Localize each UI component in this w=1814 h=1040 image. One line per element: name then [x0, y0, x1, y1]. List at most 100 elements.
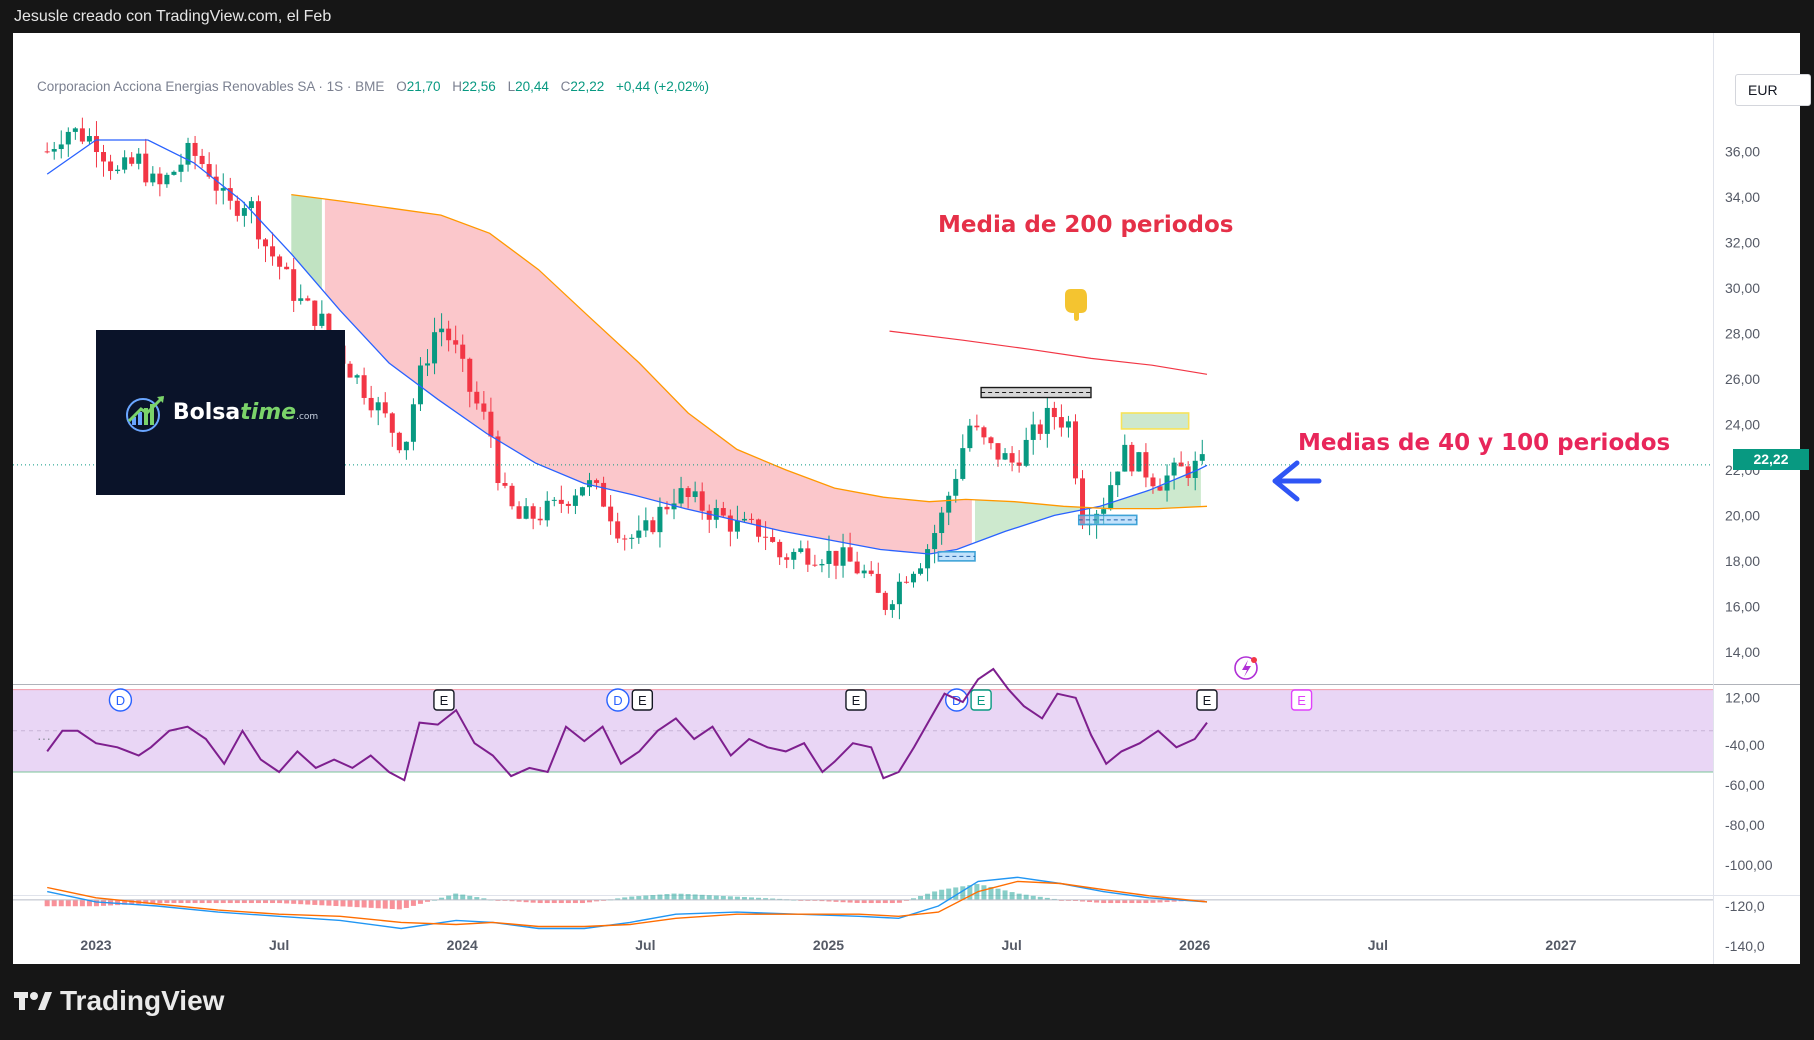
- macd-histogram-bar: [748, 897, 754, 900]
- macd-histogram-bar: [1136, 899, 1142, 904]
- macd-histogram-bar: [678, 893, 684, 900]
- low-value: 20,44: [515, 79, 549, 94]
- candle-up: [925, 549, 931, 569]
- candle-up: [636, 530, 642, 538]
- candle-up: [319, 313, 325, 326]
- price-axis-tick: 12,00: [1725, 689, 1760, 705]
- candle-up: [86, 136, 92, 142]
- macd-histogram-bar: [199, 899, 205, 904]
- candle-up: [629, 537, 635, 539]
- macd-histogram-bar: [840, 899, 846, 903]
- macd-histogram-bar: [1044, 897, 1050, 900]
- candle-down: [453, 340, 459, 345]
- indicator-axis-tick: -40,00: [1725, 737, 1765, 753]
- macd-histogram-bar: [910, 898, 916, 900]
- macd-histogram-bar: [1087, 899, 1093, 903]
- candle-down: [495, 436, 501, 484]
- candle-down: [79, 128, 85, 142]
- change-value: +0,44 (+2,02%): [615, 79, 710, 94]
- macd-histogram-bar: [939, 889, 945, 900]
- macd-histogram-bar: [467, 895, 473, 900]
- macd-histogram-bar: [882, 899, 888, 904]
- earnings-event-icon: [970, 689, 992, 711]
- price-axis-tick: 18,00: [1725, 553, 1760, 569]
- macd-histogram-bar: [967, 885, 973, 900]
- candle-up: [713, 508, 719, 520]
- indicator-axis-tick: -120,0: [1725, 898, 1765, 914]
- candle-up: [734, 520, 740, 532]
- macd-histogram-bar: [368, 899, 374, 908]
- macd-histogram-bar: [918, 896, 924, 900]
- tradingview-logo-icon: [14, 992, 52, 1010]
- close-value: 22,22: [570, 79, 605, 94]
- chart-canvas[interactable]: D E D E E D E E E 36,00 34,00 32,00 30,00 28,00 26,00 2…: [13, 33, 1800, 964]
- currency-selector[interactable]: EUR: [1735, 74, 1811, 106]
- tradingview-watermark[interactable]: TradingView: [14, 985, 224, 1017]
- indicator-axis-tick: -140,0: [1725, 938, 1765, 954]
- macd-histogram-bar: [319, 899, 325, 906]
- pane-options-dots[interactable]: ···: [37, 730, 51, 746]
- candle-down: [784, 557, 790, 560]
- macd-histogram-bar: [157, 899, 163, 904]
- candle-down: [368, 397, 374, 411]
- candle-up: [544, 500, 550, 521]
- candle-up: [896, 581, 902, 605]
- time-axis-tick: Jul: [1002, 937, 1022, 953]
- candle-up: [1199, 454, 1205, 461]
- candle-down: [481, 403, 487, 412]
- price-axis-tick: 34,00: [1725, 189, 1760, 205]
- candle-down: [446, 328, 452, 341]
- earnings-event-icon: [845, 689, 867, 711]
- macd-histogram-bar: [326, 899, 332, 906]
- event-marker-label: E: [1203, 693, 1212, 708]
- macd-histogram-bar: [277, 899, 283, 904]
- candle-down: [1080, 478, 1086, 526]
- macd-histogram-bar: [741, 897, 747, 900]
- macd-histogram-bar: [932, 891, 938, 900]
- candle-down: [192, 142, 198, 156]
- candle-down: [382, 402, 388, 414]
- macd-histogram-bar: [213, 899, 219, 904]
- candle-down: [650, 520, 656, 533]
- ma-cross-fill-bullish: [291, 194, 322, 290]
- macd-histogram-bar: [896, 899, 902, 903]
- candle-up: [410, 404, 416, 442]
- macd-histogram-bar: [51, 899, 57, 907]
- candle-up: [826, 550, 832, 564]
- candle-down: [770, 537, 776, 542]
- ma40-line: [46, 139, 1208, 555]
- bolsatime-logo: Bolsatime.com: [96, 330, 345, 495]
- macd-histogram-bar: [375, 899, 381, 909]
- macd-histogram-bar: [382, 899, 388, 909]
- macd-histogram-bar: [1115, 899, 1121, 904]
- macd-histogram-bar: [171, 899, 177, 904]
- macd-histogram-bar: [58, 899, 64, 907]
- dividend-event-icon: [108, 688, 133, 712]
- candle-down: [389, 413, 395, 433]
- macd-histogram-bar: [1150, 899, 1156, 903]
- candle-down: [875, 573, 881, 593]
- price-axis-tick: 28,00: [1725, 325, 1760, 341]
- candle-down: [903, 581, 909, 583]
- bolsatime-logo-text: Bolsatime.com: [172, 400, 319, 425]
- macd-histogram-bar: [1002, 890, 1008, 900]
- macd-histogram-bar: [347, 899, 353, 907]
- symbol-name: Corporacion Acciona Energias Renovables …: [37, 79, 385, 94]
- candle-down: [664, 506, 670, 510]
- candle-down: [1072, 421, 1078, 479]
- blue-arrow-icon: [1272, 460, 1322, 502]
- candle-up: [889, 604, 895, 610]
- pane-separator: [13, 684, 1800, 685]
- chart-frame[interactable]: D E D E E D E E E 36,00 34,00 32,00 30,00 28,00 26,00 2…: [13, 33, 1811, 964]
- macd-histogram-bar: [685, 894, 691, 900]
- price-axis-tick: 16,00: [1725, 598, 1760, 614]
- candle-down: [1051, 407, 1057, 418]
- candle-down: [763, 536, 769, 538]
- macd-histogram-bar: [1009, 892, 1015, 900]
- macd-histogram-bar: [692, 894, 698, 900]
- candle-up: [425, 363, 431, 366]
- candle-up: [586, 480, 592, 488]
- rsi-line: [46, 667, 1208, 782]
- macd-histogram-bar: [981, 885, 987, 900]
- candle-up: [1044, 407, 1050, 434]
